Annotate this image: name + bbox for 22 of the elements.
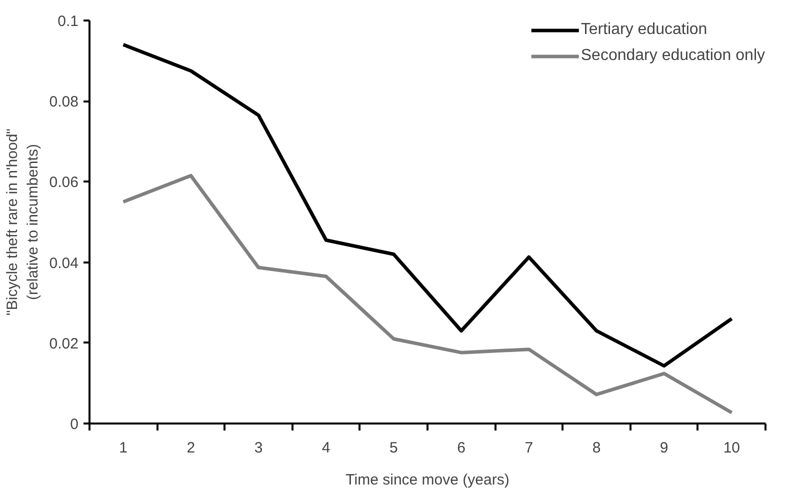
x-tick-label: 4 <box>322 440 330 456</box>
x-tick-label: 8 <box>592 440 601 456</box>
x-tick-label: 2 <box>186 440 196 456</box>
x-tick-label: 5 <box>390 440 398 456</box>
x-tick-label: 9 <box>660 440 668 456</box>
y-tick-label: 0.04 <box>49 254 79 272</box>
x-tick-label: 1 <box>119 440 128 456</box>
line-series <box>122 174 734 414</box>
y-tick-label: 0 <box>70 416 78 433</box>
x-tick-label: 6 <box>457 440 466 456</box>
y-tick-label: 0.08 <box>49 94 79 111</box>
legend-label: Secondary education only <box>580 47 765 65</box>
y-tick-label: 0.1 <box>58 13 79 30</box>
x-tick-label: 3 <box>254 440 263 456</box>
y-tick-label: 0.06 <box>49 174 79 192</box>
x-tick-label: 7 <box>524 440 534 456</box>
y-tick-label: 0.02 <box>49 335 79 352</box>
y-axis-title: "Bicycle theft rare in n'hood" (relative to incumbents) <box>4 128 42 316</box>
x-axis-title: Time since move (years) <box>346 472 510 488</box>
line-series <box>122 42 734 368</box>
x-tick-label: 10 <box>723 440 740 456</box>
legend-label: Tertiary education <box>580 21 708 39</box>
